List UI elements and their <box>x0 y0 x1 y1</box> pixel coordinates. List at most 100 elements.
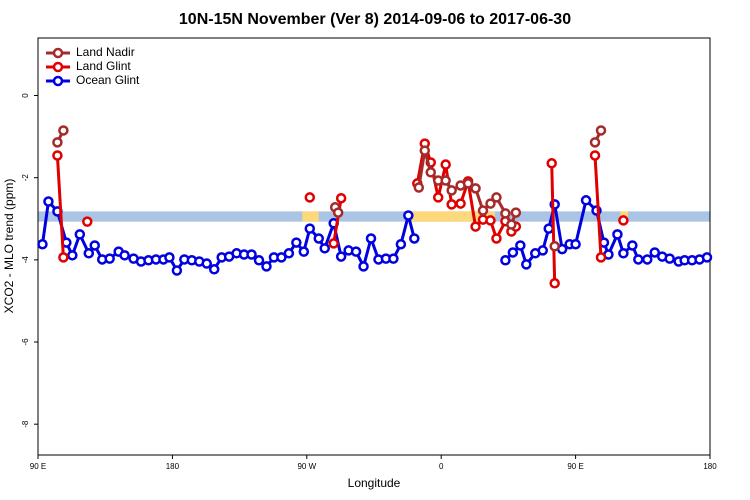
y-tick-label: -6 <box>21 338 30 346</box>
data-point <box>246 249 257 260</box>
data-point <box>462 178 474 189</box>
data-point <box>171 265 183 276</box>
data-point <box>598 237 610 248</box>
highlight-range <box>302 211 319 222</box>
data-point <box>335 192 347 204</box>
x-tick-label: 90 E <box>567 462 583 471</box>
data-point <box>319 243 330 254</box>
data-point <box>253 255 265 266</box>
data-point <box>470 183 481 194</box>
data-point <box>283 248 295 259</box>
legend-marker <box>52 75 64 87</box>
data-point <box>485 215 496 226</box>
data-point <box>612 229 623 240</box>
data-point <box>491 233 502 244</box>
data-point <box>104 253 115 264</box>
data-point <box>664 253 675 264</box>
data-point <box>388 253 399 264</box>
data-point <box>521 259 532 270</box>
data-point <box>67 250 78 261</box>
data-point <box>618 248 629 259</box>
y-tick-label: -2 <box>21 174 30 182</box>
data-point <box>52 137 63 148</box>
highlight-range <box>409 211 495 222</box>
data-point <box>549 241 560 252</box>
data-point <box>403 210 414 221</box>
data-point <box>543 223 554 234</box>
data-point <box>298 246 310 257</box>
data-point <box>208 264 220 275</box>
x-tick-label: 180 <box>703 462 717 471</box>
legend-marker <box>52 47 64 59</box>
data-point <box>52 206 63 217</box>
data-point <box>642 254 653 265</box>
x-axis-label: Longitude <box>348 476 401 490</box>
data-point <box>201 258 212 269</box>
data-point <box>595 252 607 263</box>
data-point <box>432 192 444 203</box>
data-point <box>261 261 272 272</box>
data-point <box>649 247 660 258</box>
data-point <box>507 247 519 258</box>
data-point <box>485 198 496 209</box>
data-point <box>549 278 560 289</box>
data-point <box>701 252 713 263</box>
data-point <box>419 145 431 156</box>
data-point <box>425 167 436 178</box>
data-point <box>365 233 377 244</box>
data-point <box>82 216 93 227</box>
legend-label: Land Nadir <box>76 45 135 59</box>
data-point <box>510 207 522 218</box>
data-point <box>37 238 48 250</box>
data-point <box>83 248 95 259</box>
data-point <box>413 182 425 193</box>
data-point <box>477 205 489 216</box>
data-point <box>500 255 511 266</box>
legend-marker <box>52 61 64 73</box>
legend-label: Ocean Glint <box>76 73 140 87</box>
x-tick-label: 90 E <box>30 462 46 471</box>
data-point <box>537 245 548 256</box>
data-point <box>589 137 601 148</box>
data-point <box>500 208 511 219</box>
data-point <box>549 199 560 210</box>
data-point <box>61 237 72 248</box>
data-point <box>440 159 451 170</box>
data-point <box>119 250 130 261</box>
data-point <box>276 252 287 263</box>
data-point <box>515 240 526 251</box>
data-point <box>291 237 302 248</box>
legend-label: Land Glint <box>76 59 131 73</box>
y-tick-label: -4 <box>21 256 30 264</box>
data-point <box>506 219 517 230</box>
chart-title: 10N-15N November (Ver 8) 2014-09-06 to 2… <box>179 11 571 28</box>
data-point <box>328 238 339 249</box>
data-point <box>491 192 502 203</box>
data-point <box>470 221 481 232</box>
y-tick-label: -8 <box>21 420 30 428</box>
data-point <box>332 207 344 218</box>
data-point <box>446 185 457 196</box>
data-point <box>328 218 339 229</box>
data-point <box>591 205 602 216</box>
data-point <box>164 252 175 263</box>
reference-band <box>38 211 710 222</box>
y-tick-label: 0 <box>21 93 30 98</box>
data-point <box>589 150 601 161</box>
x-tick-label: 180 <box>166 462 180 471</box>
data-point <box>304 223 316 234</box>
data-point <box>350 246 362 257</box>
x-tick-label: 90 W <box>297 462 316 471</box>
data-point <box>455 198 466 209</box>
x-tick-label: 0 <box>439 462 444 471</box>
data-point <box>633 254 644 265</box>
data-point <box>627 240 638 251</box>
data-point <box>313 233 324 244</box>
data-point <box>570 238 581 250</box>
data-point <box>618 215 629 226</box>
data-point <box>43 196 54 207</box>
data-point <box>52 150 63 161</box>
data-point <box>409 233 420 244</box>
data-point <box>304 192 316 203</box>
